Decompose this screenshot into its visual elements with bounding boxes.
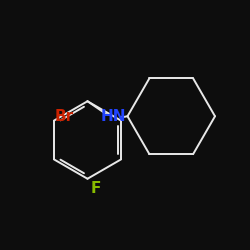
Text: F: F <box>91 181 102 196</box>
Text: HN: HN <box>101 109 126 124</box>
Text: Br: Br <box>54 109 73 124</box>
